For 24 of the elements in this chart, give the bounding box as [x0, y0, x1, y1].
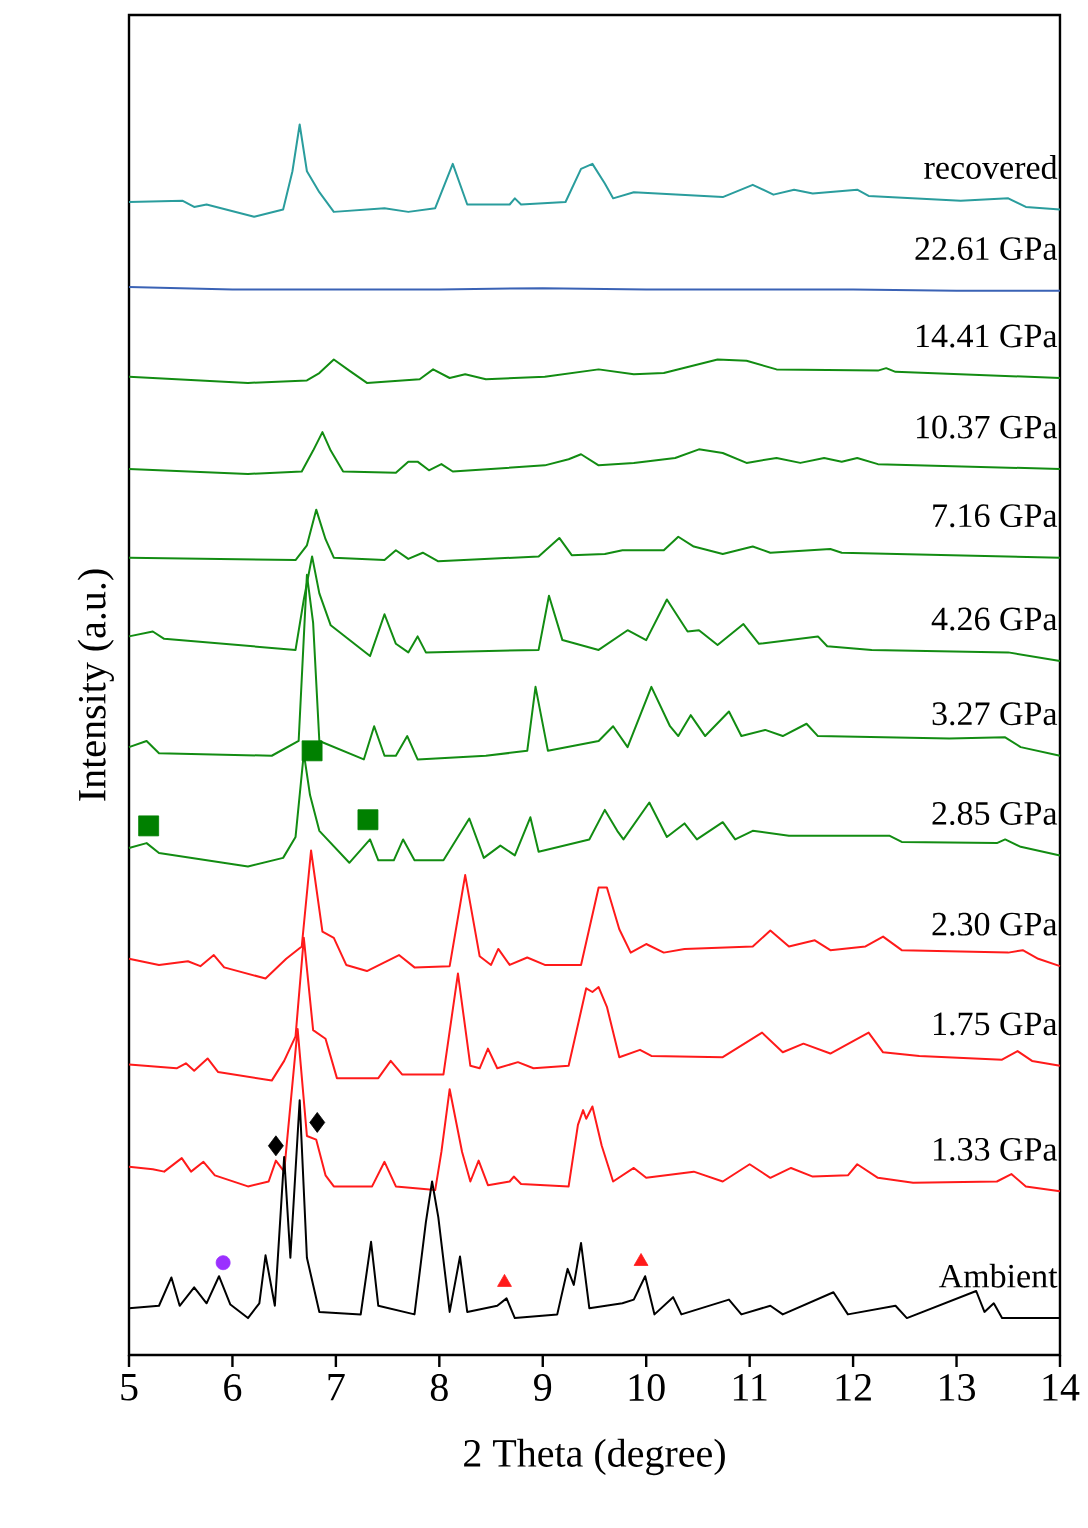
series-label: recovered	[924, 155, 1058, 180]
x-tick-label: 13	[940, 1374, 975, 1401]
y-axis-title: Intensity (a.u.)	[77, 569, 114, 801]
series-label: 2.85 GPa	[932, 801, 1058, 826]
series-label: 22.61 GPa	[915, 237, 1058, 261]
x-tick-label: 11	[733, 1374, 767, 1401]
x-tick-label: 10	[629, 1374, 665, 1402]
series-label: 1.75 GPa	[934, 1012, 1058, 1036]
series-label: 3.27 GPa	[932, 702, 1058, 726]
x-tick-label: 9	[534, 1374, 552, 1401]
x-tick-label: 6	[224, 1374, 242, 1401]
series-label: 14.41 GPa	[917, 324, 1058, 348]
x-tick-label: 5	[121, 1374, 138, 1401]
x-tick-label: 7	[328, 1374, 345, 1401]
series-label: 10.37 GPa	[917, 415, 1058, 439]
series-label: 7.16 GPa	[933, 504, 1058, 528]
x-tick-label: 8	[430, 1374, 448, 1402]
series-label: 4.26 GPa	[931, 607, 1058, 631]
series-label: Ambient	[938, 1263, 1058, 1288]
x-axis-title: 2 Theta (degree)	[464, 1438, 725, 1476]
x-tick-label: 12	[836, 1374, 871, 1401]
series-label: 2.30 GPa	[932, 912, 1058, 936]
series-label: 1.33 GPa	[934, 1137, 1058, 1161]
x-tick-label: 14	[1043, 1374, 1080, 1401]
